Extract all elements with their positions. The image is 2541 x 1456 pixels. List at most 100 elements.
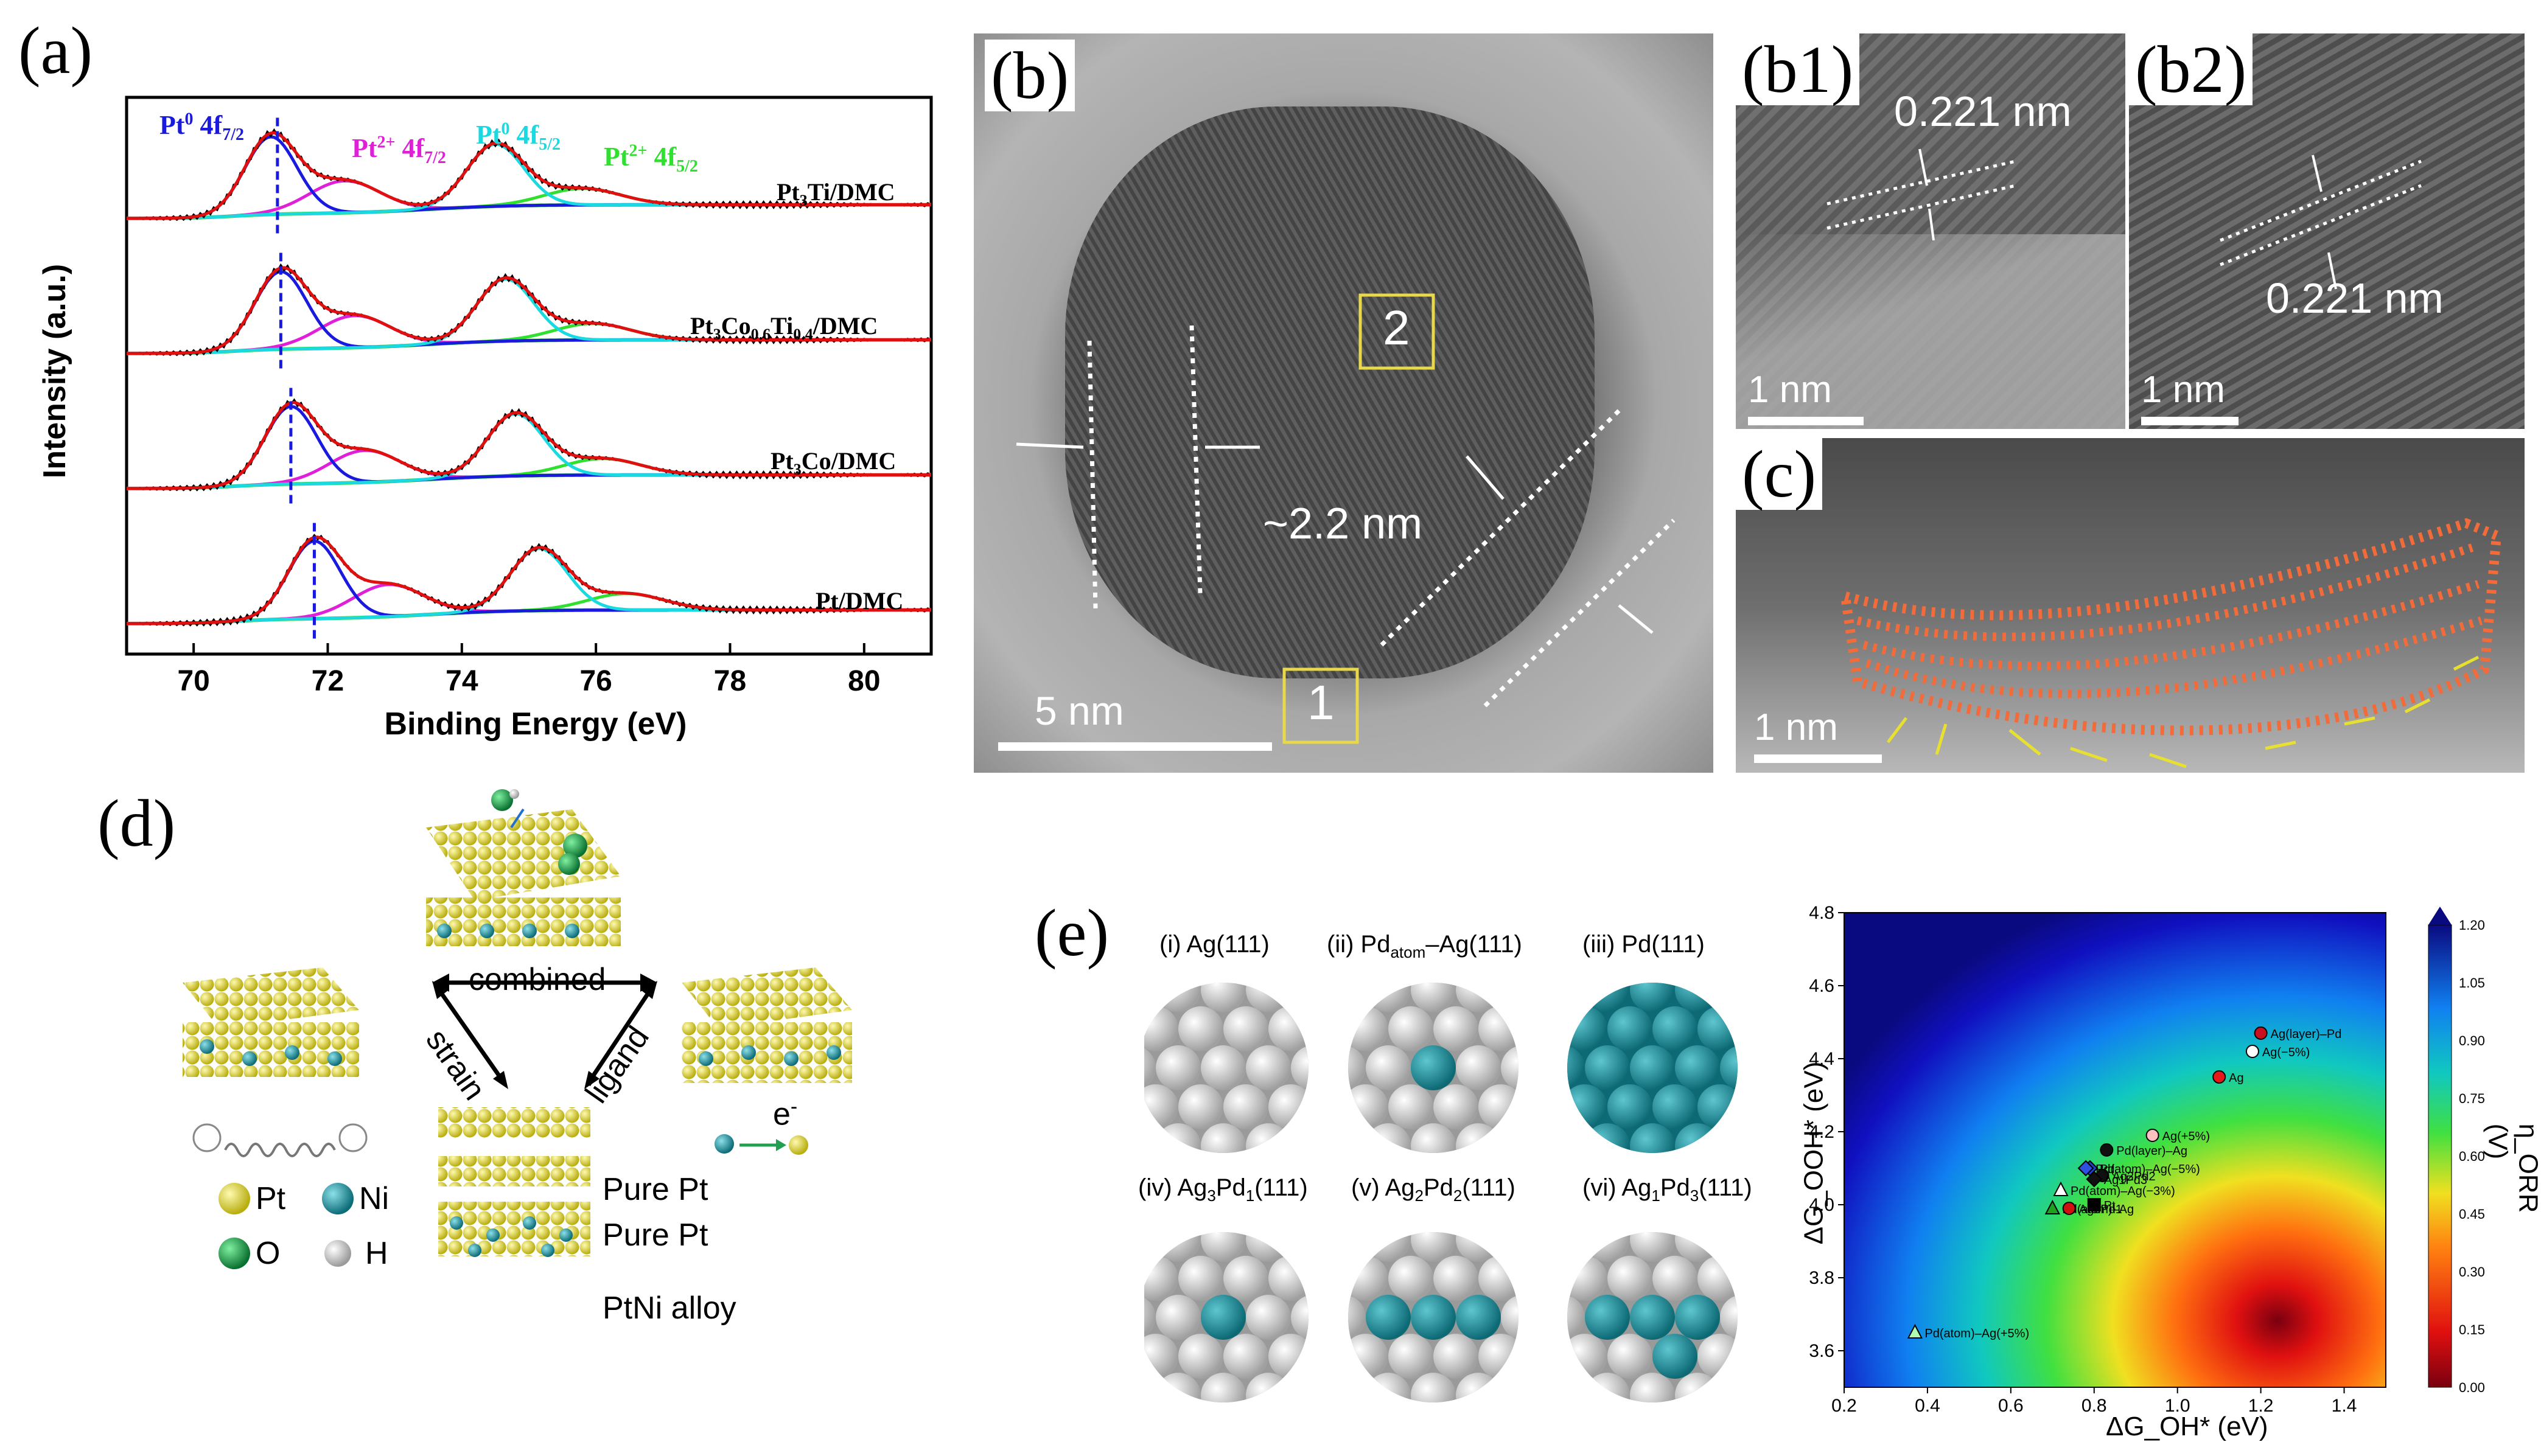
ag-atom xyxy=(1697,1412,1742,1454)
xps-fit-envelope xyxy=(127,400,931,490)
ag-atom xyxy=(1366,1232,1411,1262)
tem-b-lattice-label: ~2.2 nm xyxy=(1263,500,1423,548)
xps-tick-label: 72 xyxy=(312,665,344,697)
ag-atom xyxy=(1388,1084,1433,1130)
ag-atom xyxy=(1276,1123,1321,1168)
tem-b1-spacing: 0.221 nm xyxy=(1894,88,2072,135)
ag-atom xyxy=(1523,1084,1568,1129)
ag-atom xyxy=(1156,1045,1201,1090)
ag-atom xyxy=(1720,1373,1738,1402)
ag-atom xyxy=(1246,1123,1291,1153)
xps-tick-label: 80 xyxy=(848,665,880,697)
ag-atom xyxy=(1348,1373,1366,1402)
ag-atom xyxy=(1607,1255,1652,1301)
ag-atom xyxy=(1433,1162,1478,1207)
heatmap-y-tick-label: 4.0 xyxy=(1809,1195,1834,1215)
heatmap-point xyxy=(2044,1199,2060,1214)
heatmap-y-tick-label: 4.4 xyxy=(1809,1049,1834,1069)
heatmap-point-label: Ag(+5%) xyxy=(2162,1130,2210,1143)
ag-atom xyxy=(1348,1123,1366,1153)
colorbar-tick-label: 0.45 xyxy=(2459,1207,2485,1222)
ag-atom xyxy=(1607,1178,1652,1223)
pd-atom xyxy=(1652,1162,1697,1207)
pd-atom xyxy=(1630,983,1675,1012)
pd-atom xyxy=(1517,1084,1562,1129)
panel-label-d: (d) xyxy=(97,786,176,860)
ag-atom xyxy=(1178,1334,1223,1379)
pd-atom xyxy=(1630,1123,1675,1153)
ag-atom xyxy=(1178,1178,1223,1223)
ag-atom xyxy=(1246,1295,1291,1340)
ag-atom xyxy=(1223,1334,1268,1379)
ag-atom xyxy=(1501,983,1519,1012)
ag-atom xyxy=(1223,967,1268,974)
ag-atom xyxy=(1268,1006,1309,1051)
pd-atom xyxy=(1607,1084,1652,1130)
ag-atom xyxy=(1567,1334,1607,1379)
ag-atom xyxy=(1388,1162,1433,1207)
heatmap-point-label: Pd(atom)–Ag(−3%) xyxy=(2071,1185,2175,1198)
ag-atom xyxy=(1568,1162,1613,1207)
panel-label-b: (b) xyxy=(985,40,1075,111)
heatmap-y-tick-label: 3.6 xyxy=(1809,1341,1834,1361)
surface-models xyxy=(1144,967,1742,1454)
legend-o-sphere xyxy=(218,1238,250,1269)
ag-atom xyxy=(1523,1162,1568,1207)
xps-raw-data xyxy=(126,128,932,221)
series-label-pt3co: Pt3Co/DMC xyxy=(771,447,897,478)
ag-atom xyxy=(1178,1412,1223,1454)
ag-atom xyxy=(1697,1334,1738,1379)
ag-atom xyxy=(1343,1412,1388,1454)
ag-atom xyxy=(1298,967,1343,974)
surface-caption-1: (i) Ag(111) xyxy=(1159,931,1270,958)
pd-atom xyxy=(1675,983,1720,1012)
pd-atom xyxy=(1411,1045,1456,1090)
peak-label-pt0-72: Pt0 4f7/2 xyxy=(159,110,244,144)
tem-b1-annotations xyxy=(1826,148,2016,241)
ag-atom xyxy=(1348,1006,1388,1051)
ag-atom xyxy=(1501,1123,1519,1153)
heatmap-point-label: Pd(atom)–Ag(−5%) xyxy=(2095,1163,2200,1176)
peak-label-pt2-52: Pt2+ 4f5/2 xyxy=(604,141,698,176)
pd-atom xyxy=(1720,1045,1738,1090)
xps-raw-data xyxy=(126,534,932,627)
legend-pt-label: Pt xyxy=(256,1181,286,1216)
ag-atom xyxy=(1568,1178,1613,1223)
ag-atom xyxy=(1178,1255,1223,1301)
pd-atom xyxy=(1697,1162,1742,1207)
ag-atom xyxy=(1246,1045,1291,1090)
ag-atom xyxy=(1223,1084,1268,1130)
pd-atom xyxy=(1567,1123,1585,1153)
ag-atom xyxy=(1523,1334,1568,1379)
heatmap-y-tick-label: 4.8 xyxy=(1809,903,1834,923)
ag-atom xyxy=(1336,1373,1381,1418)
ag-atom xyxy=(1178,1162,1223,1207)
ag-atom xyxy=(1178,1006,1223,1051)
tem-c-scalebar xyxy=(1754,754,1882,763)
pd-atom xyxy=(1201,1295,1246,1340)
ag-atom xyxy=(1567,1295,1585,1340)
ag-atom xyxy=(1348,983,1366,1012)
pd-atom xyxy=(1495,967,1540,1012)
label-pure-pt-1: Pure Pt xyxy=(603,1172,708,1207)
tem-image-b: (b) 2 1 ~2.2 nm 5 nm xyxy=(974,33,1713,773)
colorbar-label: η_ORR (V) xyxy=(2483,1123,2541,1213)
heatmap-ticks: 0.2 0.4 0.6 0.8 1.0 1.2 1.4 3.6 3.8 4.0 4.2 4.4 4.6 4… xyxy=(1809,903,2485,1416)
panel-label-b1: (b1) xyxy=(1736,33,1860,105)
tem-image-b2: (b2) 0.221 nm 1 nm xyxy=(2129,33,2525,429)
ag-atom xyxy=(1433,1334,1478,1379)
legend-ni-label: Ni xyxy=(359,1181,390,1216)
tem-c-annotations xyxy=(1839,518,2502,768)
ag-atom xyxy=(1156,983,1201,1012)
heatmap-point-label: Ag xyxy=(2229,1071,2243,1085)
heatmap-x-tick-label: 1.2 xyxy=(2248,1396,2274,1416)
ag-atom xyxy=(1291,1373,1309,1402)
legend-h-sphere xyxy=(324,1240,351,1267)
tem-image-b1: (b1) 0.221 nm 1 nm xyxy=(1736,33,2125,429)
pd-atom xyxy=(1567,1045,1585,1090)
ag-atom xyxy=(1501,1232,1519,1262)
ag-atom xyxy=(1366,983,1411,1012)
ag-atom xyxy=(1268,1178,1313,1223)
panel-label-a: (a) xyxy=(18,13,93,88)
ag-atom xyxy=(1201,1373,1246,1402)
